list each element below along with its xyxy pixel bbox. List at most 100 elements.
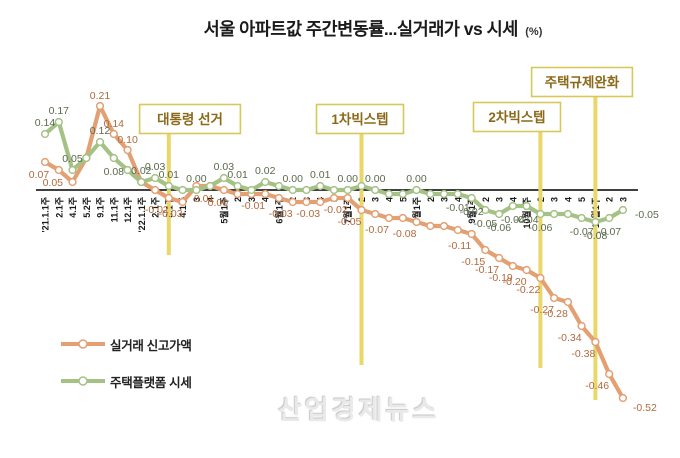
legend-marker-green-icon — [61, 376, 105, 386]
x-tick-label: 2.1주 — [54, 197, 64, 218]
data-point — [137, 177, 146, 187]
data-label: -0.01 — [241, 200, 265, 212]
data-point — [426, 189, 435, 199]
data-point — [40, 129, 50, 139]
data-label: -0.06 — [487, 222, 511, 234]
data-label: -0.34 — [558, 332, 582, 344]
x-tick-label: '21.1.1주 — [41, 197, 51, 232]
data-point — [343, 193, 352, 203]
data-point — [82, 153, 91, 163]
data-point — [261, 189, 270, 199]
data-label: -0.04 — [501, 214, 525, 226]
data-label: -0.01 — [446, 202, 470, 214]
data-point — [233, 189, 242, 199]
data-point — [563, 209, 573, 219]
data-point — [549, 209, 559, 219]
data-point — [164, 181, 173, 191]
x-tick-label: 2 — [481, 197, 491, 202]
x-tick-label: 3 — [192, 197, 202, 202]
data-point — [591, 217, 600, 227]
x-tick-label: 5월1주 — [218, 197, 229, 224]
x-tick-label: 4 — [453, 197, 463, 202]
data-label: -0.03 — [269, 208, 293, 220]
data-label: 0.01 — [227, 169, 248, 181]
data-label: -0.02 — [460, 206, 484, 218]
event-annotation: 주택규제완화 — [530, 66, 634, 98]
data-point — [192, 185, 201, 195]
data-point — [536, 273, 545, 283]
legend-label-platform-price: 주택플랫폼 시세 — [110, 375, 192, 390]
data-label: -0.52 — [633, 402, 657, 414]
data-point — [605, 213, 614, 223]
data-point — [412, 217, 421, 227]
data-label: -0.11 — [448, 240, 471, 252]
chart-title-unit: (%) — [525, 26, 543, 38]
data-label: 0.00 — [365, 173, 386, 185]
data-label: 0.00 — [282, 173, 303, 185]
event-box — [530, 66, 634, 98]
data-point — [467, 229, 476, 239]
event-annotation: 2차빅스텝 — [472, 101, 562, 133]
data-point — [316, 181, 325, 191]
x-tick-label: 2 — [233, 197, 243, 202]
x-tick-label: 12.1주 — [123, 197, 133, 223]
legend-marker-orange-icon — [61, 339, 105, 349]
data-point — [453, 189, 462, 199]
x-tick-label: 9월1주 — [466, 197, 477, 224]
data-point — [481, 205, 490, 215]
data-point — [40, 157, 50, 167]
x-tick-label: 3 — [618, 197, 628, 202]
chart-title: 서울 아파트값 주간변동률...실거래가 vs 시세 (%) — [0, 16, 680, 41]
data-label: -0.38 — [571, 348, 595, 360]
data-point — [618, 393, 628, 403]
data-point — [219, 185, 229, 195]
data-label: -0.17 — [475, 264, 499, 276]
data-point — [549, 293, 559, 303]
data-label: -0.06 — [528, 222, 552, 234]
data-label: 0.17 — [49, 105, 70, 117]
data-label: 0.01 — [310, 169, 331, 181]
x-tick-label: 4.1주 — [178, 197, 188, 218]
data-point — [343, 185, 352, 195]
x-tick-label: 11.1주 — [109, 197, 119, 222]
data-point — [618, 205, 628, 215]
x-tick-label: 4 — [206, 197, 216, 202]
x-tick-label: 8월1주 — [411, 197, 422, 224]
data-point — [150, 185, 160, 195]
data-point — [439, 221, 449, 231]
data-point — [481, 245, 490, 255]
data-point — [274, 181, 284, 191]
data-label: -0.15 — [461, 256, 485, 268]
x-tick-label: 2 — [605, 197, 615, 202]
data-label: 0.01 — [159, 169, 180, 181]
data-point — [109, 153, 118, 163]
data-point — [274, 193, 284, 203]
x-tick-label: 3 — [247, 197, 257, 202]
data-point — [398, 189, 407, 199]
data-point — [536, 209, 545, 219]
data-label: -0.04 — [515, 214, 539, 226]
data-point — [123, 165, 132, 175]
x-tick-label: 4 — [563, 197, 573, 202]
data-point — [384, 213, 394, 223]
data-point — [302, 185, 311, 195]
data-point — [109, 129, 118, 139]
event-box — [138, 103, 242, 135]
data-label: -0.02 — [145, 204, 169, 216]
data-label: -0.07 — [597, 226, 621, 238]
x-tick-label: 3 — [440, 197, 450, 202]
data-point — [54, 117, 63, 127]
data-point — [233, 181, 242, 191]
data-label: 0.14 — [104, 118, 125, 130]
data-point — [357, 181, 366, 191]
data-point — [563, 297, 573, 307]
data-label: 0.07 — [29, 169, 50, 181]
data-label: -0.05 — [635, 209, 659, 221]
data-label: 0.08 — [104, 166, 125, 178]
data-point — [577, 213, 586, 223]
watermark: 산업경제뉴스 — [278, 395, 440, 425]
data-point — [439, 189, 449, 199]
x-tick-label: 5 — [577, 197, 587, 202]
data-point — [426, 221, 435, 231]
